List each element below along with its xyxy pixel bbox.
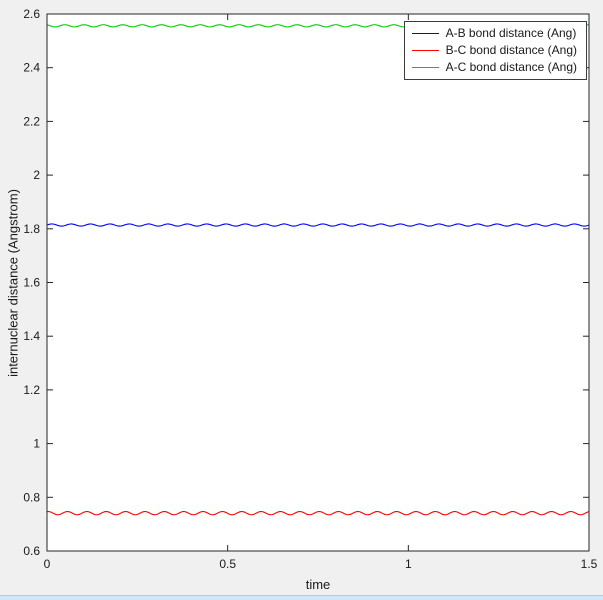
y-tick-label: 2.6 [23, 7, 40, 21]
x-tick-label: 1 [405, 557, 412, 571]
legend: A-B bond distance (Ang) B-C bond distance… [403, 21, 587, 80]
y-tick-label: 0.6 [23, 544, 40, 558]
y-tick-label: 1.6 [23, 276, 40, 290]
legend-label: B-C bond distance (Ang) [445, 43, 577, 57]
legend-label: A-C bond distance (Ang) [445, 60, 577, 74]
legend-line-sample [411, 33, 439, 34]
legend-line-sample [411, 50, 439, 51]
legend-entry: A-C bond distance (Ang) [411, 60, 577, 74]
y-tick-label: 2.2 [23, 114, 40, 128]
series-line-B-C [46, 510, 590, 516]
y-tick-label: 1 [33, 437, 40, 451]
y-tick-label: 2.4 [23, 61, 40, 75]
x-tick-label: 0.5 [219, 557, 236, 571]
y-tick-label: 1.4 [23, 329, 40, 343]
x-tick-label: 1.5 [581, 557, 598, 571]
series-line-A-B [46, 223, 590, 227]
y-tick-label: 2 [33, 168, 40, 182]
y-tick-label: 1.2 [23, 383, 40, 397]
legend-line-sample [411, 67, 439, 68]
y-tick-label: 1.8 [23, 222, 40, 236]
y-axis-label: internuclear distance (Angstrom) [5, 189, 21, 377]
y-tick-label: 0.8 [23, 490, 40, 504]
legend-entry: B-C bond distance (Ang) [411, 43, 577, 57]
legend-entry: A-B bond distance (Ang) [411, 26, 577, 40]
x-tick-label: 0 [44, 557, 51, 571]
axes: 0 0.5 1 1.5 0.6 0.8 1 1.2 1.4 1.6 1.8 2 2.2 2.4 2.6 [23, 7, 597, 571]
legend-label: A-B bond distance (Ang) [445, 26, 577, 40]
window-bottom-edge [0, 595, 603, 600]
plot-area [47, 14, 589, 551]
x-axis-label: time [305, 577, 331, 592]
